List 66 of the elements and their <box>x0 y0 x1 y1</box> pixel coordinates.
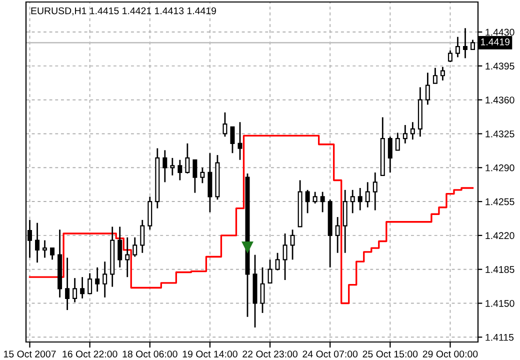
candlestick <box>372 172 378 211</box>
candlestick <box>80 276 85 300</box>
y-tick-label: 1.4395 <box>486 62 514 70</box>
candlestick <box>222 112 228 138</box>
y-tick-label: 1.4185 <box>486 266 514 273</box>
candlestick <box>448 50 452 63</box>
candlestick <box>358 187 362 211</box>
candlestick <box>425 72 430 106</box>
candlestick <box>290 228 295 260</box>
candlestick <box>335 216 340 254</box>
candlestick <box>200 166 205 184</box>
candlestick <box>268 258 272 284</box>
x-tick-label: 18 Oct 06:00 <box>122 350 178 358</box>
candlestick <box>305 189 310 214</box>
x-tick-label: 19 Oct 14:00 <box>182 350 238 358</box>
candlestick <box>395 132 400 151</box>
x-tick-label: 24 Oct 07:00 <box>302 350 358 358</box>
chart-title: EURUSD,H1 1.4415 1.4421 1.4413 1.4419 <box>31 7 216 16</box>
y-tick-label: 1.4150 <box>486 300 514 307</box>
candlestick <box>125 236 130 278</box>
candlestick <box>162 150 168 183</box>
candlestick <box>388 136 392 174</box>
candlestick <box>282 232 288 281</box>
y-tick-label: 1.4255 <box>486 198 514 206</box>
y-tick-label: 1.4325 <box>486 130 514 138</box>
candlestick <box>50 247 55 260</box>
candlestick <box>170 157 175 176</box>
candlestick <box>140 219 145 254</box>
candlestick <box>260 266 265 314</box>
y-tick-label: 1.4430 <box>486 28 514 36</box>
candlestick <box>35 222 40 264</box>
candlestick <box>95 266 100 292</box>
candlestick <box>455 36 460 58</box>
candlestick <box>312 191 318 204</box>
candlestick <box>72 277 78 303</box>
x-tick-label: 16 Oct 22:00 <box>62 350 118 358</box>
candlestick <box>65 257 70 311</box>
y-tick-label: 1.4220 <box>486 232 514 240</box>
candlestick <box>410 121 415 140</box>
ref-line-label: 1.4419 <box>481 38 510 46</box>
candlestick <box>432 67 438 84</box>
y-tick-label: 1.4115 <box>486 334 514 341</box>
candlestick <box>185 142 190 174</box>
candlestick <box>178 159 182 181</box>
candlestick <box>440 66 445 82</box>
candlestick <box>365 181 370 208</box>
candlestick <box>88 272 92 294</box>
x-tick-label: 22 Oct 23:00 <box>242 350 298 358</box>
candlestick <box>275 252 280 272</box>
candlestick <box>102 260 108 298</box>
candlestick <box>230 126 235 154</box>
candlestick <box>118 226 122 268</box>
candlestick <box>238 121 242 161</box>
x-tick-label: 25 Oct 15:00 <box>362 350 418 358</box>
candlestick <box>132 236 138 258</box>
candlestick <box>462 27 468 59</box>
y-tick-label: 1.4360 <box>486 96 514 104</box>
candlestick <box>402 124 408 144</box>
candlestick <box>470 39 475 50</box>
x-tick-label: 29 Oct 00:00 <box>422 350 478 358</box>
x-tick-label: 15 Oct 2007 <box>4 350 56 358</box>
candlestick <box>350 189 355 214</box>
candlestick <box>42 240 48 258</box>
y-tick-label: 1.4290 <box>486 164 514 172</box>
candlestick <box>320 191 325 213</box>
candlestick <box>192 159 198 194</box>
